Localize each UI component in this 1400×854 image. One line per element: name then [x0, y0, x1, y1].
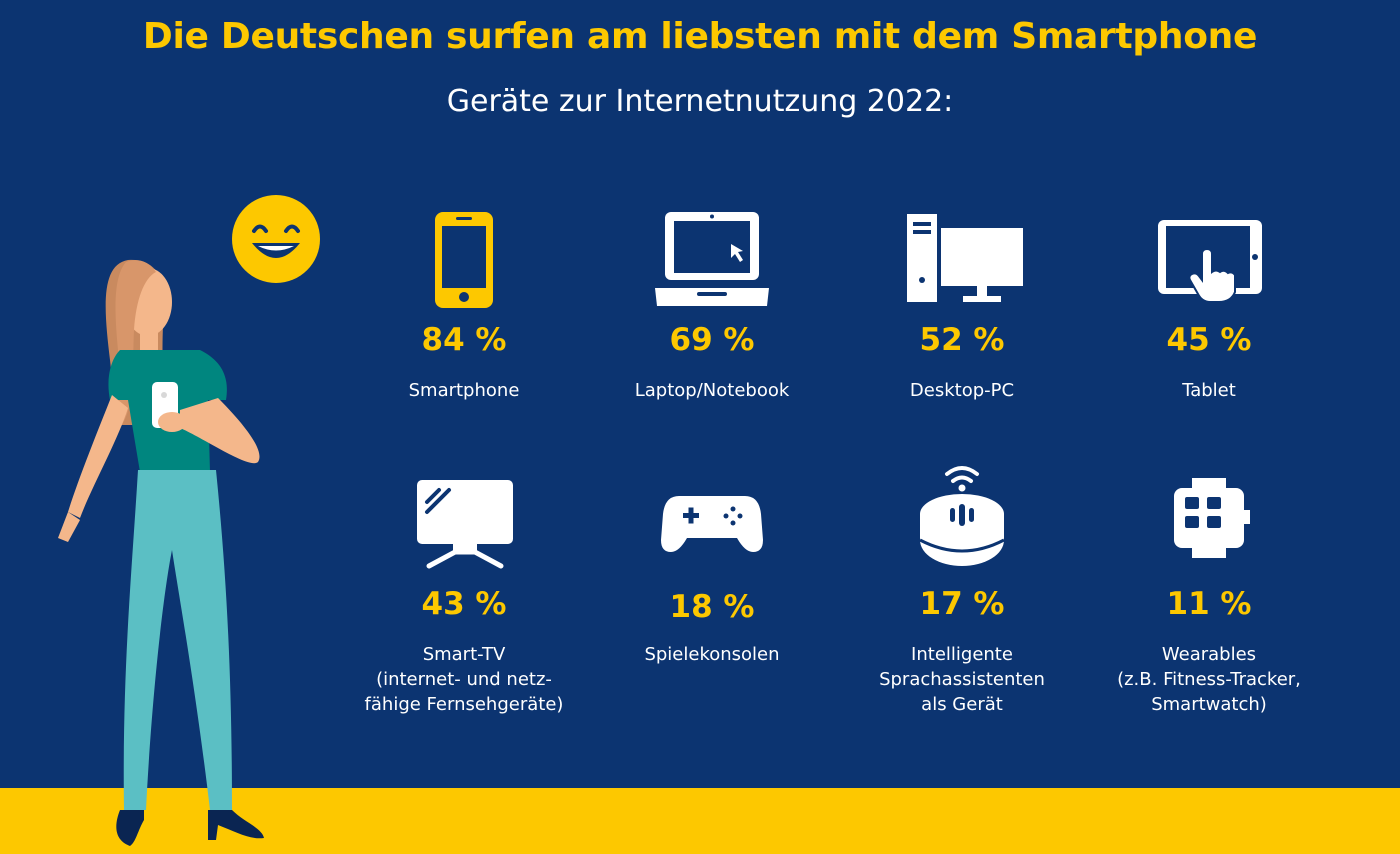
device-card-smart-tv: 43 % Smart-TV (internet- und netz- fähig…	[339, 474, 589, 715]
smartwatch-icon	[1174, 478, 1250, 558]
device-card-tablet: 45 % Tablet	[1084, 210, 1334, 401]
device-label: Tablet	[1182, 380, 1236, 401]
device-label: Desktop-PC	[909, 380, 1015, 401]
device-percent: 11 %	[1166, 586, 1252, 622]
device-card-desktop-pc: 52 % Desktop-PC	[837, 210, 1087, 401]
smartphone-icon	[435, 212, 493, 308]
smart-speaker-icon	[919, 466, 1005, 566]
device-label: Laptop/Notebook	[634, 380, 790, 401]
device-card-game-console: 18 % Spielekonsolen	[587, 474, 837, 665]
laptop-icon	[655, 212, 769, 306]
device-label: Wearables (z.B. Fitness-Tracker, Smartwa…	[1117, 644, 1301, 715]
device-card-laptop: 69 % Laptop/Notebook	[587, 210, 837, 401]
page-subtitle: Geräte zur Internetnutzung 2022:	[446, 84, 954, 119]
device-percent: 43 %	[421, 586, 507, 622]
device-label: Smartphone	[408, 380, 520, 401]
smiley-icon	[232, 195, 320, 283]
device-percent: 45 %	[1166, 322, 1252, 358]
device-card-smartphone: 84 % Smartphone	[339, 210, 589, 401]
device-label: Intelligente Sprachassistenten als Gerät	[879, 644, 1045, 715]
device-percent: 69 %	[669, 322, 755, 358]
device-label: Smart-TV (internet- und netz- fähige Fer…	[364, 644, 564, 715]
page-title: Die Deutschen surfen am liebsten mit dem…	[142, 16, 1258, 57]
tablet-icon	[1158, 220, 1262, 303]
device-label: Spielekonsolen	[644, 644, 780, 665]
smart-tv-icon	[417, 480, 513, 569]
device-percent: 17 %	[919, 586, 1005, 622]
desktop-pc-icon	[907, 214, 1023, 302]
device-percent: 52 %	[919, 322, 1005, 358]
device-percent: 18 %	[669, 589, 755, 625]
gamepad-icon	[661, 496, 763, 552]
device-card-smart-speaker: 17 % Intelligente Sprachassistenten als …	[837, 462, 1087, 715]
woman-with-phone-illustration	[58, 259, 264, 846]
device-card-wearables: 11 % Wearables (z.B. Fitness-Tracker, Sm…	[1084, 474, 1334, 715]
device-percent: 84 %	[421, 322, 507, 358]
